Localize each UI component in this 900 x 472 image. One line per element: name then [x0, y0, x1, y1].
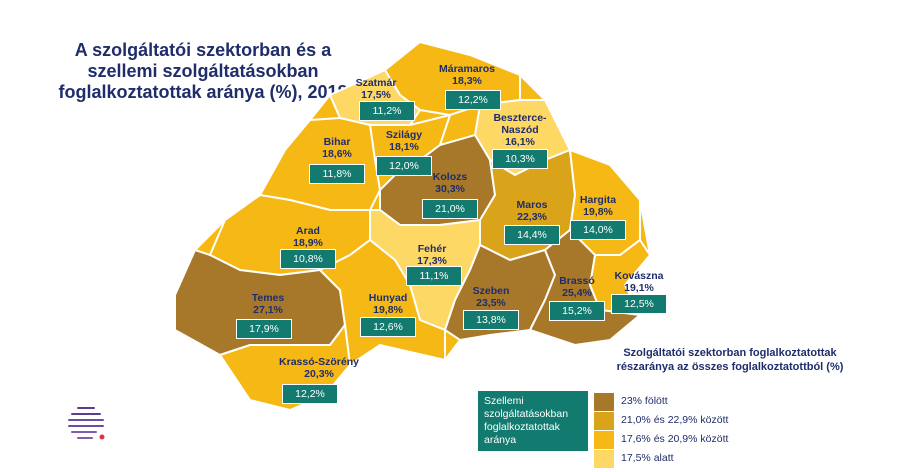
county-label-feher: Fehér 17,3%: [417, 243, 447, 267]
intel-value-hunyad: 12,6%: [360, 317, 416, 337]
county-label-hargita: Hargita 19,8%: [579, 194, 617, 218]
legend-title: Szolgáltatói szektorban foglalkoztatotta…: [616, 347, 844, 373]
intel-value-bihar: 11,8%: [309, 164, 365, 184]
logo-icon: [68, 407, 105, 440]
county-label-temes: Temes 27,1%: [251, 292, 285, 316]
legend-intel-box: Szellemi szolgáltatásokban foglalkoztato…: [478, 391, 588, 451]
county-label-brasso: Brassó 25,4%: [559, 275, 595, 299]
county-label-szilagy: Szilágy 18,1%: [385, 129, 423, 153]
county-label-hunyad: Hunyad 19,8%: [368, 292, 408, 316]
county-label-kolozs: Kolozs 30,3%: [432, 171, 468, 195]
intel-value-szeben: 13,8%: [463, 310, 519, 330]
intel-value-szatmar: 11,2%: [359, 101, 415, 121]
intel-value-maramaros: 12,2%: [445, 90, 501, 110]
county-label-maros: Maros 22,3%: [516, 199, 548, 223]
intel-value-beszterce-naszod: 10,3%: [492, 149, 548, 169]
county-label-beszterce-naszod: Beszterce-Naszód 16,1%: [493, 112, 547, 148]
county-label-arad: Arad 18,9%: [293, 225, 323, 249]
intel-value-arad: 10,8%: [280, 249, 336, 269]
intel-value-hargita: 14,0%: [570, 220, 626, 240]
intel-value-kovaszna: 12,5%: [611, 294, 667, 314]
intel-value-szilagy: 12,0%: [376, 156, 432, 176]
county-label-krasso-szoreny: Krassó-Szörény 20,3%: [279, 356, 359, 380]
intel-value-feher: 11,1%: [406, 266, 462, 286]
county-label-bihar: Bihar 18,6%: [322, 136, 352, 160]
county-label-kovaszna: Kovászna 19,1%: [614, 270, 664, 294]
intel-value-krasso-szoreny: 12,2%: [282, 384, 338, 404]
intel-value-maros: 14,4%: [504, 225, 560, 245]
intel-value-temes: 17,9%: [236, 319, 292, 339]
county-label-szatmar: Szatmár 17,5%: [355, 77, 397, 101]
map-title: A szolgáltatói szektorban és a szellemi …: [58, 40, 348, 102]
county-label-szeben: Szeben 23,5%: [472, 285, 510, 309]
intel-value-kolozs: 21,0%: [422, 199, 478, 219]
intel-value-brasso: 15,2%: [549, 301, 605, 321]
county-label-maramaros: Máramaros 18,3%: [438, 63, 496, 87]
